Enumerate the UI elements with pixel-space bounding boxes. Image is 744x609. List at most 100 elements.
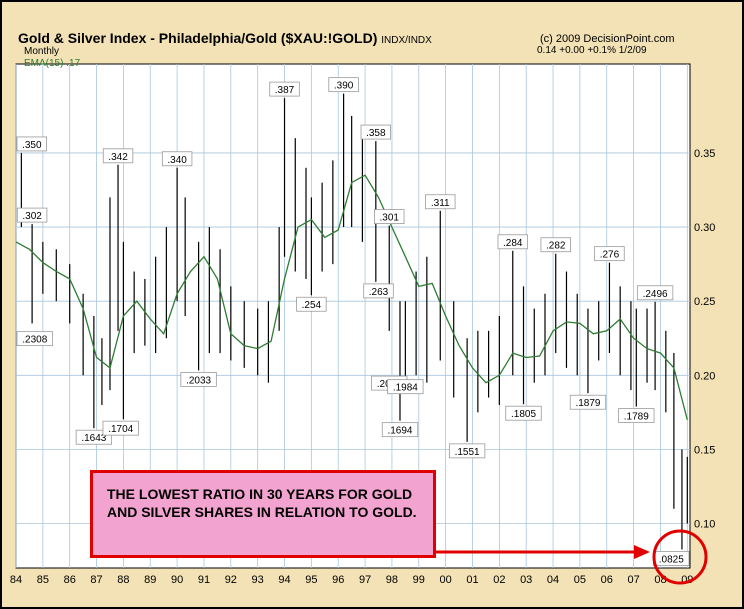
- price-bars: [20, 93, 688, 550]
- low-point-circle: [652, 529, 708, 585]
- x-tick-label: 99: [413, 574, 425, 586]
- x-tick-label: 93: [252, 574, 264, 586]
- y-tick-label: 0.15: [694, 444, 715, 456]
- value-label: .1805: [505, 405, 542, 421]
- value-label-text: .387: [275, 85, 295, 96]
- value-label: .387: [269, 81, 300, 97]
- value-label-box: [16, 207, 48, 223]
- value-label-box: [387, 379, 424, 395]
- frequency-label: Monthly: [24, 46, 60, 57]
- chart-title: Gold & Silver Index - Philadelphia/Gold …: [18, 30, 432, 46]
- value-label-box: [102, 420, 139, 436]
- value-label-text: .1694: [387, 426, 412, 437]
- value-label: .1789: [618, 408, 655, 423]
- x-tick-label: 06: [601, 574, 613, 586]
- value-label-text: .1643: [81, 433, 106, 444]
- value-label-text: .358: [366, 128, 386, 139]
- value-label-text: .1704: [108, 424, 133, 435]
- value-label-text: .276: [600, 250, 620, 261]
- value-label-text: .263: [369, 287, 389, 298]
- value-label-text: .0825: [659, 554, 684, 565]
- value-label-box: [180, 372, 217, 387]
- x-tick-label: 86: [64, 574, 76, 586]
- value-label-text: .2496: [643, 289, 668, 300]
- value-label: .1879: [569, 394, 607, 410]
- value-label: .276: [594, 246, 625, 262]
- value-label-box: [269, 81, 300, 97]
- arrow-head: [634, 545, 650, 559]
- value-label-text: .1879: [575, 398, 600, 409]
- value-label-text: .1984: [393, 383, 418, 394]
- value-label-box: [363, 283, 394, 299]
- y-axis-ticks: 0.10 0.15 0.20 0.25 0.30 0.35: [694, 148, 715, 531]
- x-axis-ticks: 84 85 86 87 88 89 90 91 92 93 94 95 96 97 98 99 00 01 02 03…: [10, 574, 694, 586]
- callout-text: THE LOWEST RATIO IN 30 YEARS FOR GOLD AN…: [107, 486, 417, 520]
- x-tick-label: 91: [198, 574, 210, 586]
- callout-arrow: [436, 529, 708, 585]
- value-label-text: .301: [380, 213, 400, 224]
- x-tick-label: 00: [440, 574, 452, 586]
- value-label-text: .1805: [511, 409, 536, 420]
- value-label-box: [360, 124, 392, 140]
- value-label-box: [425, 194, 456, 210]
- value-label: .311: [425, 194, 456, 210]
- x-tick-label: 95: [305, 574, 317, 586]
- x-tick-label: 07: [627, 574, 639, 586]
- value-label-box: [16, 136, 48, 152]
- x-tick-label: 90: [171, 574, 183, 586]
- value-label: .254: [296, 296, 327, 312]
- value-label-box: [540, 237, 571, 253]
- x-tick-label: 97: [359, 574, 371, 586]
- symbol-source: INDX/INDX: [381, 35, 432, 46]
- value-label: .1984: [387, 379, 424, 395]
- value-label-box: [497, 234, 528, 250]
- value-label-text: .284: [503, 238, 523, 249]
- value-label: .340: [161, 151, 193, 167]
- x-tick-label: 87: [90, 574, 102, 586]
- x-tick-label: 88: [117, 574, 129, 586]
- value-label-box: [636, 285, 674, 301]
- x-tick-label: 84: [10, 574, 22, 586]
- value-label: .1704: [102, 420, 139, 436]
- chart-title-text: Gold & Silver Index - Philadelphia/Gold …: [18, 30, 378, 46]
- value-label-box: [16, 331, 53, 347]
- value-label: .1551: [448, 443, 486, 459]
- value-label-box: [594, 246, 625, 262]
- value-label-text: .254: [302, 300, 322, 311]
- value-label-text: .342: [108, 152, 128, 163]
- value-label-text: .2033: [186, 375, 211, 386]
- value-label: .350: [16, 136, 48, 152]
- x-tick-label: 01: [466, 574, 478, 586]
- x-tick-label: 04: [547, 574, 559, 586]
- value-label-text: .390: [334, 81, 354, 92]
- value-label-box: [505, 405, 542, 421]
- value-label: .1694: [381, 422, 419, 438]
- value-label-text: .350: [22, 140, 42, 151]
- value-label-box: [328, 77, 359, 93]
- value-label-text: .282: [546, 241, 566, 252]
- value-label-text: .311: [431, 198, 450, 209]
- callout-box: THE LOWEST RATIO IN 30 YEARS FOR GOLD AN…: [90, 470, 436, 558]
- value-label-box: [618, 408, 655, 423]
- x-tick-label: 85: [37, 574, 49, 586]
- value-label-box: [569, 394, 607, 410]
- x-tick-label: 02: [493, 574, 505, 586]
- value-label-box: [102, 148, 134, 164]
- y-tick-label: 0.35: [694, 148, 715, 160]
- y-tick-label: 0.25: [694, 296, 715, 308]
- value-label-box: [161, 151, 193, 167]
- value-label-box: [374, 209, 405, 224]
- value-label-box: [296, 296, 327, 312]
- x-tick-label: 03: [520, 574, 532, 586]
- value-label: .358: [360, 124, 392, 140]
- value-label: .2308: [16, 331, 53, 347]
- value-label-text: .2308: [22, 335, 47, 346]
- x-tick-label: 94: [278, 574, 290, 586]
- x-tick-label: 96: [332, 574, 344, 586]
- value-label: .282: [540, 237, 571, 253]
- x-tick-label: 92: [225, 574, 237, 586]
- value-label-box: [381, 422, 419, 438]
- value-label: .301: [374, 209, 405, 224]
- value-label-text: .302: [22, 211, 42, 222]
- x-tick-label: 89: [144, 574, 156, 586]
